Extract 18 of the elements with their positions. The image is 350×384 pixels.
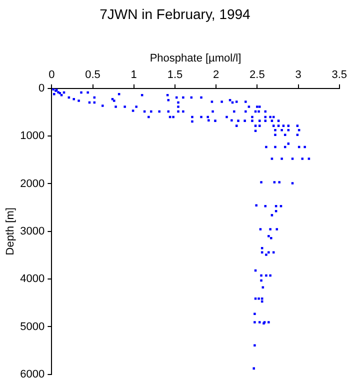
y-tick-label: 5000 [20,320,45,333]
y-tick-label: 3000 [20,225,45,238]
x-tick-label: 0 [48,68,55,81]
x-tick-label: 2 [213,68,220,81]
x-tick-label: 1 [130,68,137,81]
y-tick-label: 2000 [20,178,45,190]
x-tick-label: 1.5 [167,68,183,81]
chart-title: 7JWN in February, 1994 [98,6,252,22]
y-tick-label: 4000 [20,273,45,286]
x-tick-label: 0.5 [85,68,100,81]
y-tick-label: 1000 [20,130,45,142]
y-tick-label: 0 [38,82,45,94]
x-tick-label: 3 [295,68,302,81]
x-axis-title: Phosphate [µmol/l] [150,52,242,65]
y-tick-label: 6000 [20,368,45,380]
y-axis-title: Depth [m] [4,208,17,256]
x-tick-label: 2.5 [250,68,265,81]
x-tick-label: 3.5 [332,68,348,81]
